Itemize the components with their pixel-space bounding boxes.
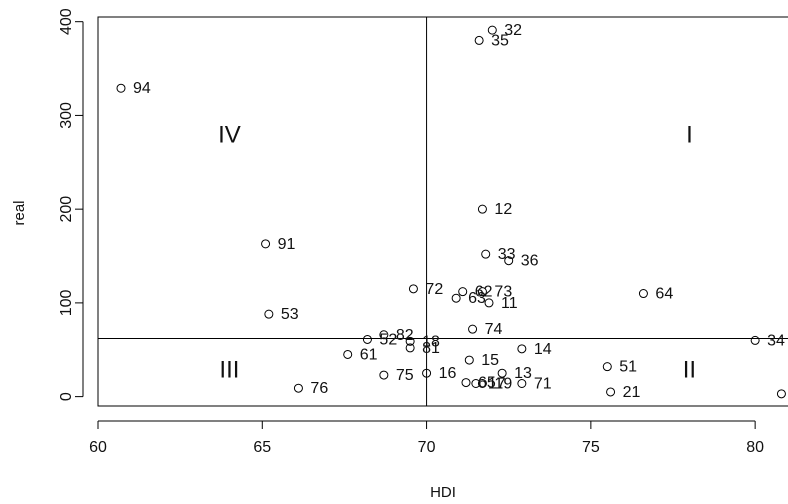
scatter-point [638,289,648,299]
scatter-point [116,83,126,93]
point-label: 72 [425,281,443,298]
scatter-point [343,349,353,359]
point-label: 17 [488,376,506,393]
point-label: 53 [281,306,299,323]
point-label: 33 [498,246,516,263]
point-label: 32 [504,22,522,39]
point-label: 64 [655,286,673,303]
point-label: 19 [494,376,512,393]
x-axis-title: HDI [430,484,456,501]
point-label: 82 [396,327,414,344]
scatter-point [776,389,786,399]
point-label: 18 [422,333,440,350]
point-label: 16 [439,365,457,382]
y-tick-label: 200 [58,196,75,223]
scatter-point [451,293,461,303]
quadrant-label: IV [218,121,241,148]
scatter-point [264,309,274,319]
scatter-point [606,387,616,397]
scatter-point [461,378,471,388]
y-tick-label: 0 [58,392,75,401]
scatter-point [484,298,494,308]
scatter-point [602,362,612,372]
x-tick-label: 65 [253,439,271,456]
point-label: 63 [468,290,486,307]
x-tick-label: 70 [418,439,436,456]
scatter-point [477,287,487,297]
scatter-point [487,25,497,35]
point-label: 73 [494,284,512,301]
point-label: 74 [485,321,503,338]
point-label: 21 [623,384,641,401]
quadrant-label: I [686,121,693,148]
plot-frame [97,16,788,407]
point-label: 15 [481,352,499,369]
scatter-point [517,344,527,354]
scatter-point [477,204,487,214]
point-label: 12 [494,201,512,218]
quadrant-label: III [219,357,239,384]
point-label: 14 [534,341,552,358]
point-label: 36 [521,253,539,270]
point-label: 34 [767,332,785,349]
point-label: 76 [310,380,328,397]
y-tick-label: 100 [58,289,75,316]
point-label: 81 [422,340,440,357]
scatter-point [405,343,415,353]
scatter-point [471,379,481,389]
point-label: 71 [534,376,552,393]
point-label: 65 [478,375,496,392]
point-label: 35 [491,32,509,49]
point-label: 51 [619,359,637,376]
point-label: 94 [133,80,151,97]
scatter-point [477,379,487,389]
scatter-point [504,256,514,266]
scatter-point [750,335,760,345]
point-label: 52 [379,331,397,348]
scatter-point [497,368,507,378]
scatter-point [261,239,271,249]
y-tick-label: 400 [58,8,75,35]
y-axis-title: real [11,200,28,225]
scatter-point [464,355,474,365]
x-tick-label: 60 [89,439,107,456]
point-label: 75 [396,367,414,384]
scatter-point [405,336,415,346]
scatter-point [481,249,491,259]
quadrant-label: II [683,357,696,384]
scatter-point [474,35,484,45]
scatter-point [517,379,527,389]
axis-layer: 60 65 70 75 80 0 100 200 300 400 [58,8,788,456]
scatter-point [468,324,478,334]
x-tick-label: 75 [582,439,600,456]
point-label: 61 [360,346,378,363]
scatter-point [293,383,303,393]
scatter-point [408,284,418,294]
point-label: 11 [501,295,518,312]
point-label: 13 [514,365,532,382]
plot-layer [98,17,788,406]
point-label: 62 [475,284,493,301]
y-tick-label: 300 [58,102,75,129]
scatter-point [379,370,389,380]
scatter-point [379,330,389,340]
scatter-point [422,368,432,378]
scatter-point [458,287,468,297]
scatter-point [362,334,372,344]
x-tick-label: 80 [746,439,764,456]
point-label: 91 [278,236,296,253]
